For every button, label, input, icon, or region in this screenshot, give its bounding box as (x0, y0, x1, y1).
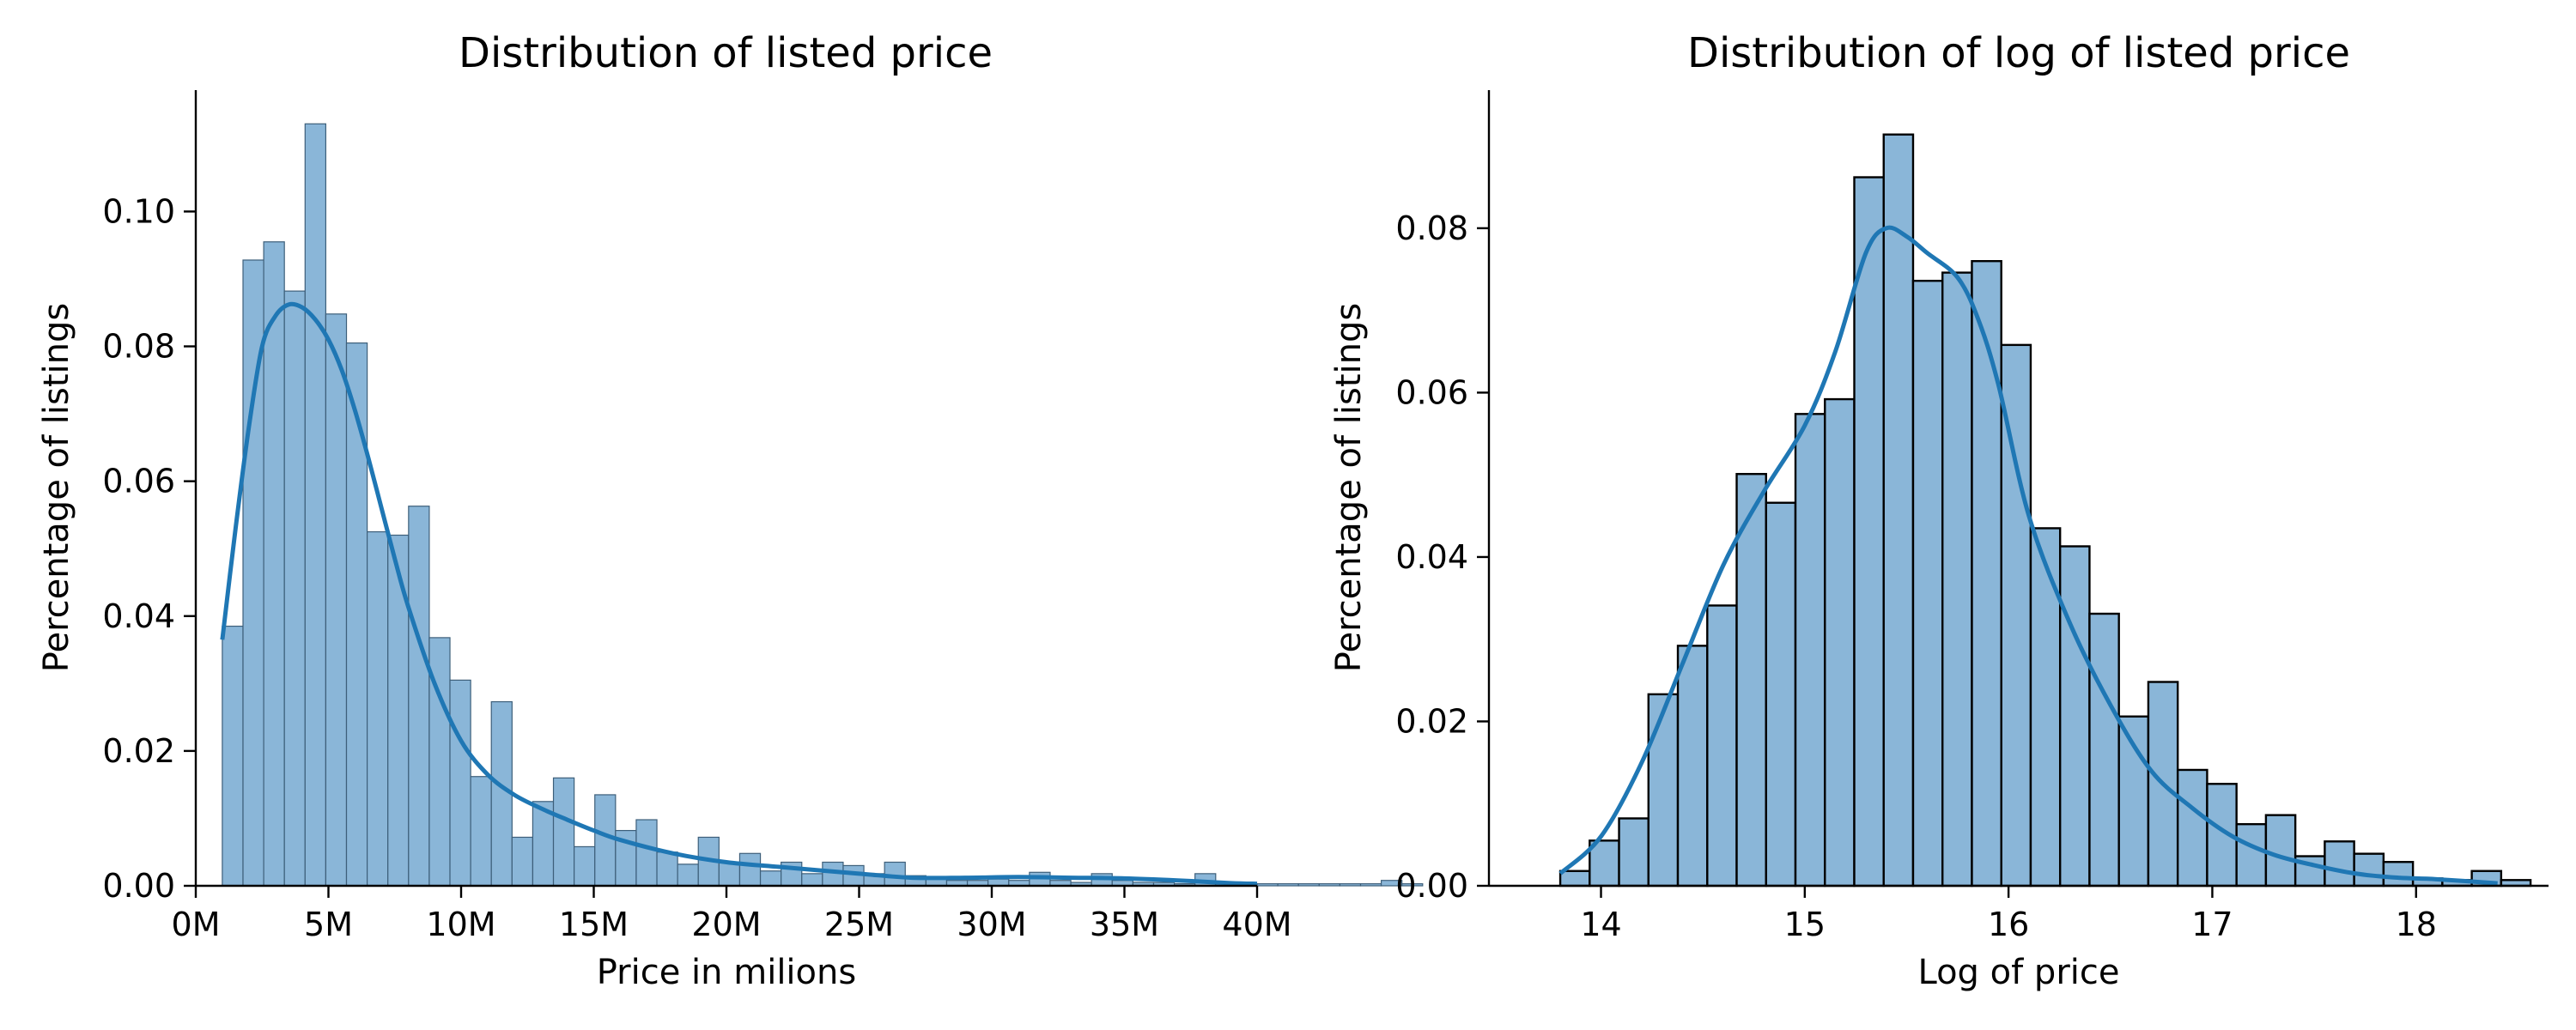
y-tick-label: 0.08 (102, 328, 175, 366)
histogram-bar (449, 679, 471, 887)
y-tick-label: 0.04 (102, 597, 175, 635)
x-tick-label: 15 (1784, 906, 1826, 943)
y-tick-label: 0.08 (1395, 209, 1468, 247)
histogram-bar (367, 530, 389, 887)
x-tick-label: 0M (172, 906, 221, 943)
x-tick-label: 14 (1580, 906, 1621, 943)
histogram-bar (2235, 822, 2268, 888)
histogram-bar (1256, 883, 1279, 887)
histogram-bar (2029, 527, 2062, 888)
histogram-bar (1824, 397, 1856, 888)
histogram-bar (2176, 768, 2208, 888)
histogram-bar (2353, 852, 2385, 888)
histogram-bar (2324, 840, 2355, 888)
x-tick-label: 40M (1222, 906, 1291, 943)
histogram-bar (1618, 817, 1649, 888)
price-histogram-panel: Distribution of listed price 0M 5M 10M 15M 2… (37, 29, 1424, 992)
histogram-bar (801, 873, 823, 887)
histogram-bars (1558, 133, 2532, 888)
histogram-bar (1971, 259, 2002, 888)
histogram-bar (1401, 883, 1424, 887)
y-tick-label: 0.10 (102, 192, 175, 230)
histogram-bar (574, 845, 596, 887)
y-axis-ticks: 0.00 0.02 0.04 0.06 0.08 0.10 (102, 192, 196, 905)
histogram-bar (1706, 604, 1738, 888)
histogram-bar (2058, 545, 2091, 888)
y-tick-label: 0.00 (1395, 867, 1468, 905)
histogram-bar (1297, 883, 1320, 887)
x-tick-label: 10M (426, 906, 495, 943)
kde-curve (220, 301, 1258, 887)
histogram-bar (511, 836, 534, 887)
histogram-bar (222, 625, 244, 887)
x-tick-label: 30M (957, 906, 1026, 943)
histogram-bar (1359, 883, 1382, 887)
histogram-bar (1277, 883, 1299, 887)
histogram-bar (1765, 501, 1797, 888)
histogram-bar (677, 863, 699, 887)
x-tick-label: 35M (1090, 906, 1159, 943)
histogram-bar (2088, 612, 2120, 888)
kde-curve (1558, 225, 2498, 886)
histogram-bar (552, 777, 575, 887)
x-axis-ticks: 0M 5M 10M 15M 20M 25M 30M 35M 40M (172, 886, 1292, 943)
x-tick-label: 25M (824, 906, 894, 943)
y-tick-label: 0.06 (1395, 373, 1468, 411)
x-tick-label: 15M (559, 906, 629, 943)
x-axis-label: Price in milions (597, 953, 856, 992)
histogram-bar (2264, 814, 2297, 888)
histogram-bar (1647, 693, 1680, 888)
y-axis-label: Percentage of listings (1329, 303, 1369, 672)
histogram-bar (656, 851, 678, 887)
x-tick-label: 18 (2396, 906, 2437, 943)
y-tick-label: 0.02 (1395, 702, 1468, 740)
histogram-bar (1794, 413, 1826, 888)
histogram-bar (470, 776, 492, 887)
histogram-bar (263, 241, 285, 887)
x-tick-label: 5M (304, 906, 353, 943)
histogram-bar (1558, 869, 1591, 888)
histogram-bar (387, 534, 410, 887)
chart-title: Distribution of listed price (459, 29, 993, 77)
x-axis-label: Log of price (1918, 953, 2120, 992)
x-tick-label: 17 (2191, 906, 2233, 943)
histogram-bar (1911, 279, 1944, 888)
log-price-histogram-panel: Distribution of log of listed price 14 15… (1329, 29, 2549, 992)
histogram-bar (1735, 473, 1767, 888)
histogram-bar (1882, 133, 1915, 888)
histogram-bar (1853, 176, 1885, 888)
y-axis-label: Percentage of listings (37, 303, 76, 672)
histogram-bars (222, 123, 1424, 887)
histogram-bar (718, 861, 741, 887)
histogram-bar (283, 290, 306, 887)
histogram-bar (2382, 861, 2415, 888)
histogram-bar (408, 506, 430, 887)
y-tick-label: 0.06 (102, 463, 175, 500)
histogram-bar (594, 794, 617, 887)
histogram-bar (1941, 271, 1973, 888)
y-tick-label: 0.04 (1395, 538, 1468, 576)
chart-title: Distribution of log of listed price (1687, 29, 2350, 77)
y-axis-ticks: 0.00 0.02 0.04 0.06 0.08 (1395, 209, 1489, 905)
histogram-bar (635, 819, 658, 887)
x-axis-ticks: 14 15 16 17 18 (1580, 886, 2437, 943)
histogram-bar (738, 852, 762, 887)
x-tick-label: 16 (1988, 906, 2029, 943)
histogram-bar (1318, 883, 1341, 887)
histogram-bar (304, 123, 327, 887)
histogram-bar (1676, 645, 1709, 888)
histogram-bar (1339, 883, 1362, 887)
y-tick-label: 0.00 (102, 867, 175, 905)
histogram-bar (325, 313, 348, 887)
histogram-bar (759, 870, 782, 887)
histogram-bar (1381, 880, 1403, 887)
y-tick-label: 0.02 (102, 732, 175, 770)
x-tick-label: 20M (691, 906, 761, 943)
